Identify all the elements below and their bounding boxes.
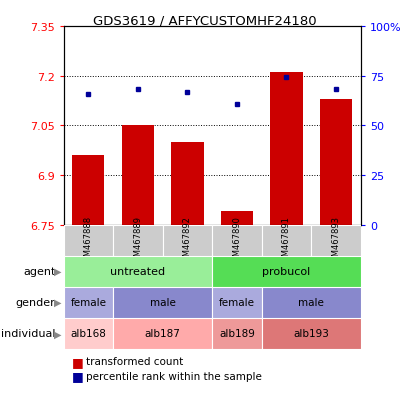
Text: GSM467888: GSM467888 xyxy=(83,215,92,266)
Text: transformed count: transformed count xyxy=(86,356,183,366)
Text: ▶: ▶ xyxy=(54,297,61,308)
Text: agent: agent xyxy=(23,266,55,277)
Text: GSM467892: GSM467892 xyxy=(182,215,191,266)
Bar xyxy=(270,73,302,225)
Text: male: male xyxy=(149,297,175,308)
Bar xyxy=(72,156,104,225)
Text: gender: gender xyxy=(16,297,55,308)
Bar xyxy=(220,212,252,225)
Bar xyxy=(212,318,261,349)
Text: male: male xyxy=(298,297,324,308)
Text: alb168: alb168 xyxy=(70,328,106,339)
Text: GSM467893: GSM467893 xyxy=(331,215,340,266)
Text: female: female xyxy=(218,297,254,308)
Text: percentile rank within the sample: percentile rank within the sample xyxy=(86,371,261,381)
Bar xyxy=(171,142,203,225)
Bar xyxy=(63,318,113,349)
Bar xyxy=(162,225,212,256)
Text: ▶: ▶ xyxy=(54,328,61,339)
Bar xyxy=(63,256,212,287)
Text: female: female xyxy=(70,297,106,308)
Text: alb189: alb189 xyxy=(218,328,254,339)
Bar xyxy=(113,287,212,318)
Text: alb187: alb187 xyxy=(144,328,180,339)
Bar xyxy=(63,225,113,256)
Bar xyxy=(261,318,360,349)
Text: ▶: ▶ xyxy=(54,266,61,277)
Text: GSM467889: GSM467889 xyxy=(133,215,142,266)
Text: alb193: alb193 xyxy=(292,328,328,339)
Bar xyxy=(212,225,261,256)
Text: GSM467891: GSM467891 xyxy=(281,215,290,266)
Bar xyxy=(212,256,360,287)
Text: GDS3619 / AFFYCUSTOMHF24180: GDS3619 / AFFYCUSTOMHF24180 xyxy=(93,14,316,27)
Text: ■: ■ xyxy=(72,369,83,382)
Bar xyxy=(121,126,154,225)
Bar xyxy=(319,100,351,225)
Bar xyxy=(113,318,212,349)
Text: GSM467890: GSM467890 xyxy=(232,215,241,266)
Bar xyxy=(261,287,360,318)
Bar xyxy=(113,225,162,256)
Bar xyxy=(63,287,113,318)
Text: untreated: untreated xyxy=(110,266,165,277)
Text: ■: ■ xyxy=(72,355,83,368)
Text: probucol: probucol xyxy=(262,266,310,277)
Bar xyxy=(212,287,261,318)
Bar xyxy=(261,225,310,256)
Text: individual: individual xyxy=(1,328,55,339)
Bar xyxy=(310,225,360,256)
